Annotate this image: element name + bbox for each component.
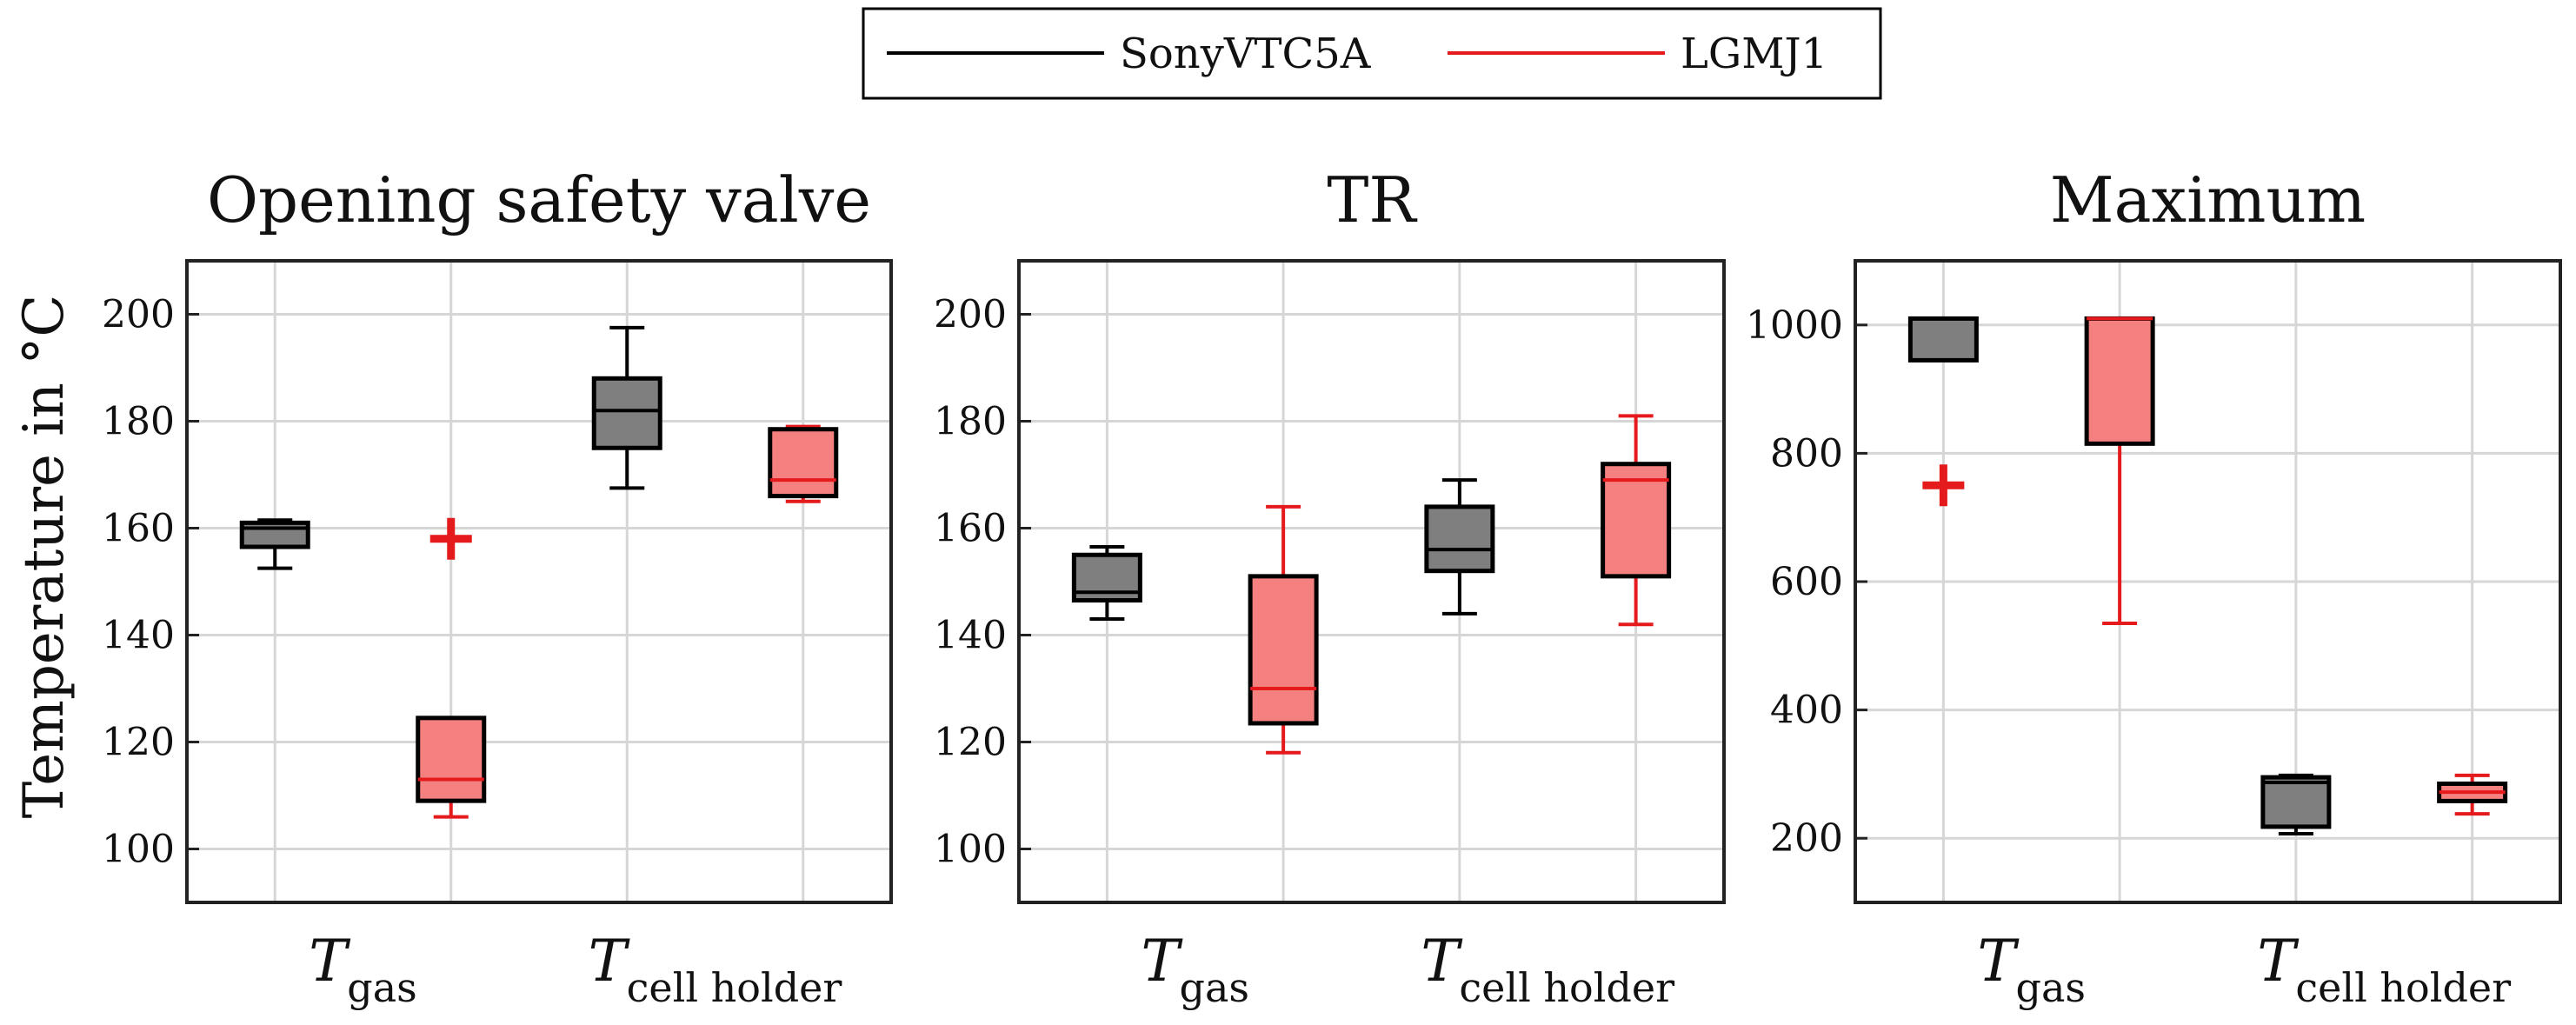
box-lgmj1-tgas (2084, 316, 2155, 625)
legend-label-lgmj1: LGMJ1 (1681, 30, 1827, 78)
box-iqr (1601, 462, 1672, 579)
box-iqr (416, 716, 487, 803)
y-tick-label: 120 (102, 721, 175, 765)
panel-1: Opening safety valve 100 120 140 160 180 200 Tg… (102, 163, 893, 1011)
y-tick-label: 100 (934, 828, 1007, 872)
y-tick-label: 200 (102, 293, 175, 337)
box-sonyvtc5a-tcellholder (2260, 773, 2332, 836)
panels: Opening safety valve 100 120 140 160 180 200 Tg… (102, 163, 2562, 1011)
axes-frame (185, 259, 893, 904)
axes-frame (1017, 259, 1726, 904)
box-iqr (1907, 316, 1979, 363)
y-tick-label: 600 (1770, 560, 1843, 604)
y-tick-label: 1000 (1746, 303, 1843, 348)
y-tick-label: 180 (934, 400, 1007, 444)
box-lgmj1-tcellholder (768, 424, 839, 503)
box-sonyvtc5a-tgas (1071, 545, 1142, 622)
panel-3: Maximum 200 400 600 800 1000 Tgas Tcell holder (1746, 163, 2562, 1011)
y-tick-label: 100 (102, 828, 175, 872)
x-category-label: Tgas (1977, 928, 2086, 1011)
x-category-label: Tgas (1141, 928, 1249, 1011)
y-tick-label: 800 (1770, 431, 1843, 476)
box-sonyvtc5a-tcellholder (1424, 478, 1495, 616)
y-tick-label: 140 (934, 614, 1007, 658)
box-iqr (2084, 316, 2155, 446)
box-sonyvtc5a-tgas (1907, 316, 1979, 507)
legend-label-sonyvtc5a: SonyVTC5A (1120, 30, 1372, 78)
y-tick-label: 160 (934, 507, 1007, 551)
y-tick-label: 400 (1770, 689, 1843, 733)
x-category-label: Tcell holder (1421, 928, 1674, 1011)
box-iqr (591, 376, 662, 450)
outlier-marker (1922, 464, 1965, 507)
outlier-marker (429, 517, 472, 560)
box-iqr (1248, 574, 1319, 726)
box-iqr (1424, 504, 1495, 574)
panel-2: TR 100 120 140 160 180 200 Tgas Tcell holder (934, 163, 1726, 1011)
box-lgmj1-tgas (1248, 504, 1319, 755)
panel-title: Maximum (2050, 163, 2366, 236)
y-axis-label: Temperature in °C (12, 295, 77, 819)
y-tick-label: 160 (102, 507, 175, 551)
box-iqr (768, 427, 839, 499)
y-tick-label: 180 (102, 400, 175, 444)
y-tick-label: 120 (934, 721, 1007, 765)
box-sonyvtc5a-tgas (239, 518, 310, 570)
x-category-label: Tgas (309, 928, 417, 1011)
y-tick-label: 140 (102, 614, 175, 658)
x-category-label: Tcell holder (589, 928, 842, 1011)
legend: SonyVTC5A LGMJ1 (862, 7, 1882, 100)
y-tick-label: 200 (1770, 816, 1843, 861)
box-iqr (2260, 775, 2332, 829)
box-lgmj1-tcellholder (1601, 414, 1672, 627)
axes-frame (1854, 259, 2562, 904)
x-category-label: Tcell holder (2257, 928, 2511, 1011)
box-lgmj1-tcellholder (2437, 773, 2508, 816)
y-tick-label: 200 (934, 293, 1007, 337)
box-sonyvtc5a-tcellholder (591, 325, 662, 490)
panel-title: Opening safety valve (207, 163, 871, 236)
box-lgmj1-tgas (416, 517, 487, 819)
panel-title: TR (1327, 163, 1417, 236)
